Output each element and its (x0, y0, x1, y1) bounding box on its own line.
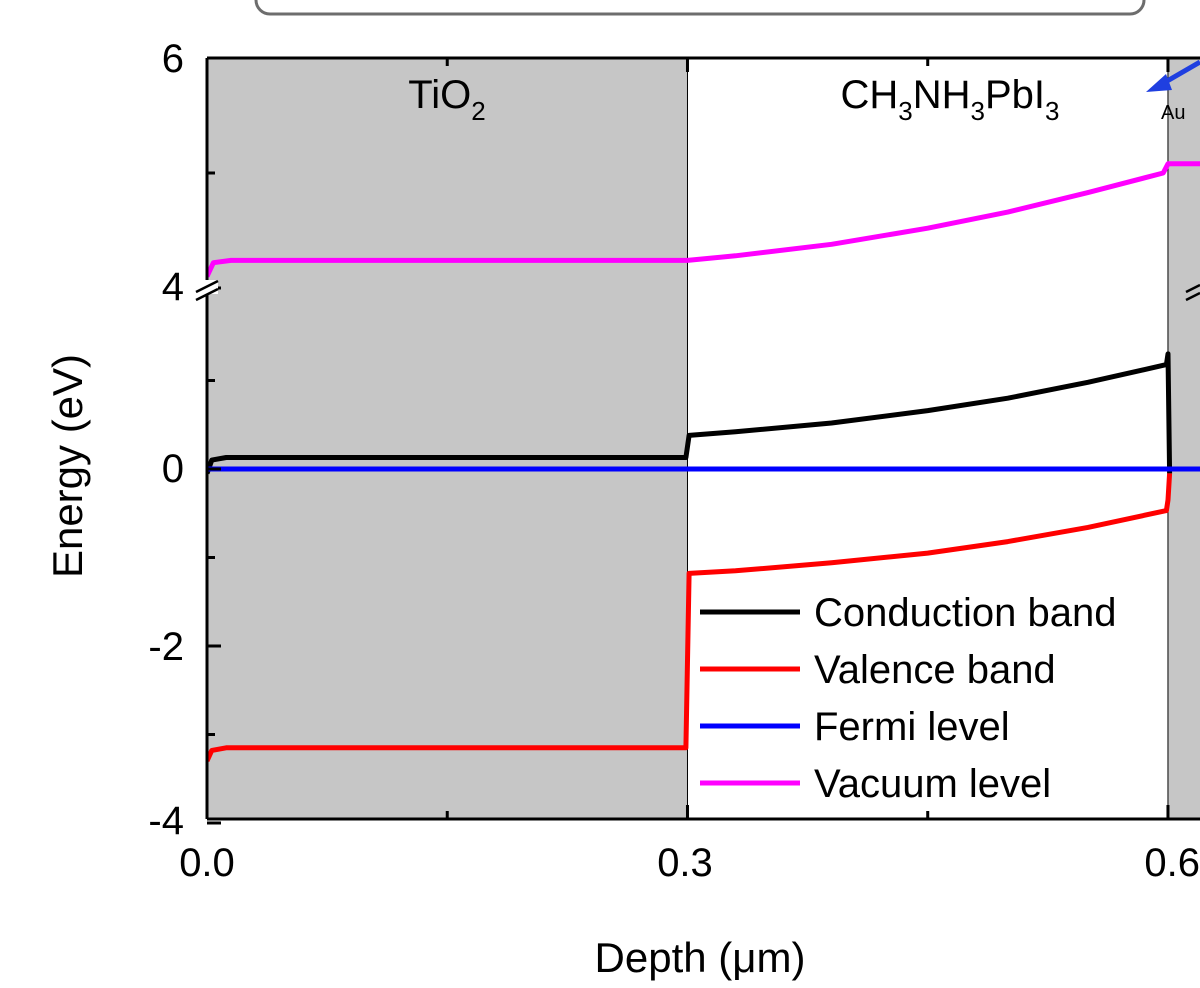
y-tick-label-0: 0 (162, 447, 184, 491)
x-tick-label-0-6: 0.6 (1144, 841, 1200, 885)
series-lines (207, 161, 1200, 763)
layer-label-perovskite: CH3NH3PbI3 (840, 73, 1059, 126)
axis-ticks (205, 56, 1170, 825)
y-axis-title: Energy (eV) (44, 354, 91, 578)
au-pointer-arrow (1146, 59, 1200, 92)
y-tick-label-neg4: -4 (148, 799, 184, 843)
series-line-valence-band (207, 473, 1173, 763)
y-tick-label-4: 4 (162, 265, 184, 309)
layer-region-0 (207, 58, 688, 819)
cropped-caption-box (254, 0, 1146, 16)
legend-label-conduction-band: Conduction band (814, 591, 1116, 635)
layer-label-au: Au (1161, 102, 1185, 124)
layer-region-2 (1167, 58, 1200, 819)
axis-break-mark-left (195, 279, 219, 302)
legend: Conduction band Valence band Fermi level Va… (700, 591, 1116, 806)
legend-label-fermi-level: Fermi level (814, 705, 1010, 749)
legend-label-valence-band: Valence band (814, 648, 1056, 692)
x-tick-label-0-3: 0.3 (657, 841, 713, 885)
layer-label-tio2: TiO2 (408, 73, 485, 126)
x-axis-title: Depth (μm) (595, 934, 806, 981)
axis-break-mark-right (1185, 283, 1200, 302)
series-line-vacuum-level (207, 161, 1200, 278)
legend-label-vacuum-level: Vacuum level (814, 762, 1051, 806)
layer-region-1 (687, 58, 1168, 819)
series-line-conduction-band (207, 351, 1173, 475)
x-tick-label-0: 0.0 (179, 841, 235, 885)
layer-regions (207, 58, 1200, 819)
y-tick-label-6: 6 (162, 37, 184, 81)
y-tick-label-neg2: -2 (148, 625, 184, 669)
